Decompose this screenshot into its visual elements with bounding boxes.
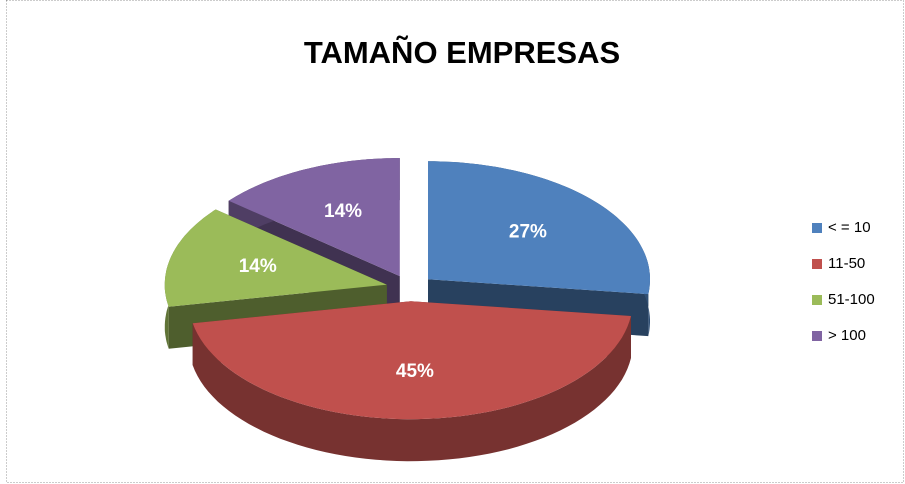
legend-label: < = 10	[828, 219, 871, 236]
legend-swatch	[812, 223, 822, 233]
legend-label: 51-100	[828, 291, 875, 308]
legend-label: > 100	[828, 327, 866, 344]
data-label: 14%	[324, 201, 362, 222]
slice-top	[228, 158, 400, 277]
chart-title: TAMAÑO EMPRESAS	[304, 35, 620, 70]
slice-side	[192, 316, 631, 462]
data-label: 45%	[396, 361, 434, 382]
slice-top	[428, 161, 650, 295]
data-label: 27%	[509, 221, 547, 242]
legend-label: 11-50	[828, 255, 865, 272]
legend-swatch	[812, 259, 822, 269]
legend-swatch	[812, 295, 822, 305]
slice-top	[164, 209, 387, 307]
legend-swatch	[812, 331, 822, 341]
chart-border	[6, 0, 904, 483]
slice-top	[192, 301, 631, 420]
data-label: 14%	[239, 256, 277, 277]
slice	[192, 301, 631, 462]
